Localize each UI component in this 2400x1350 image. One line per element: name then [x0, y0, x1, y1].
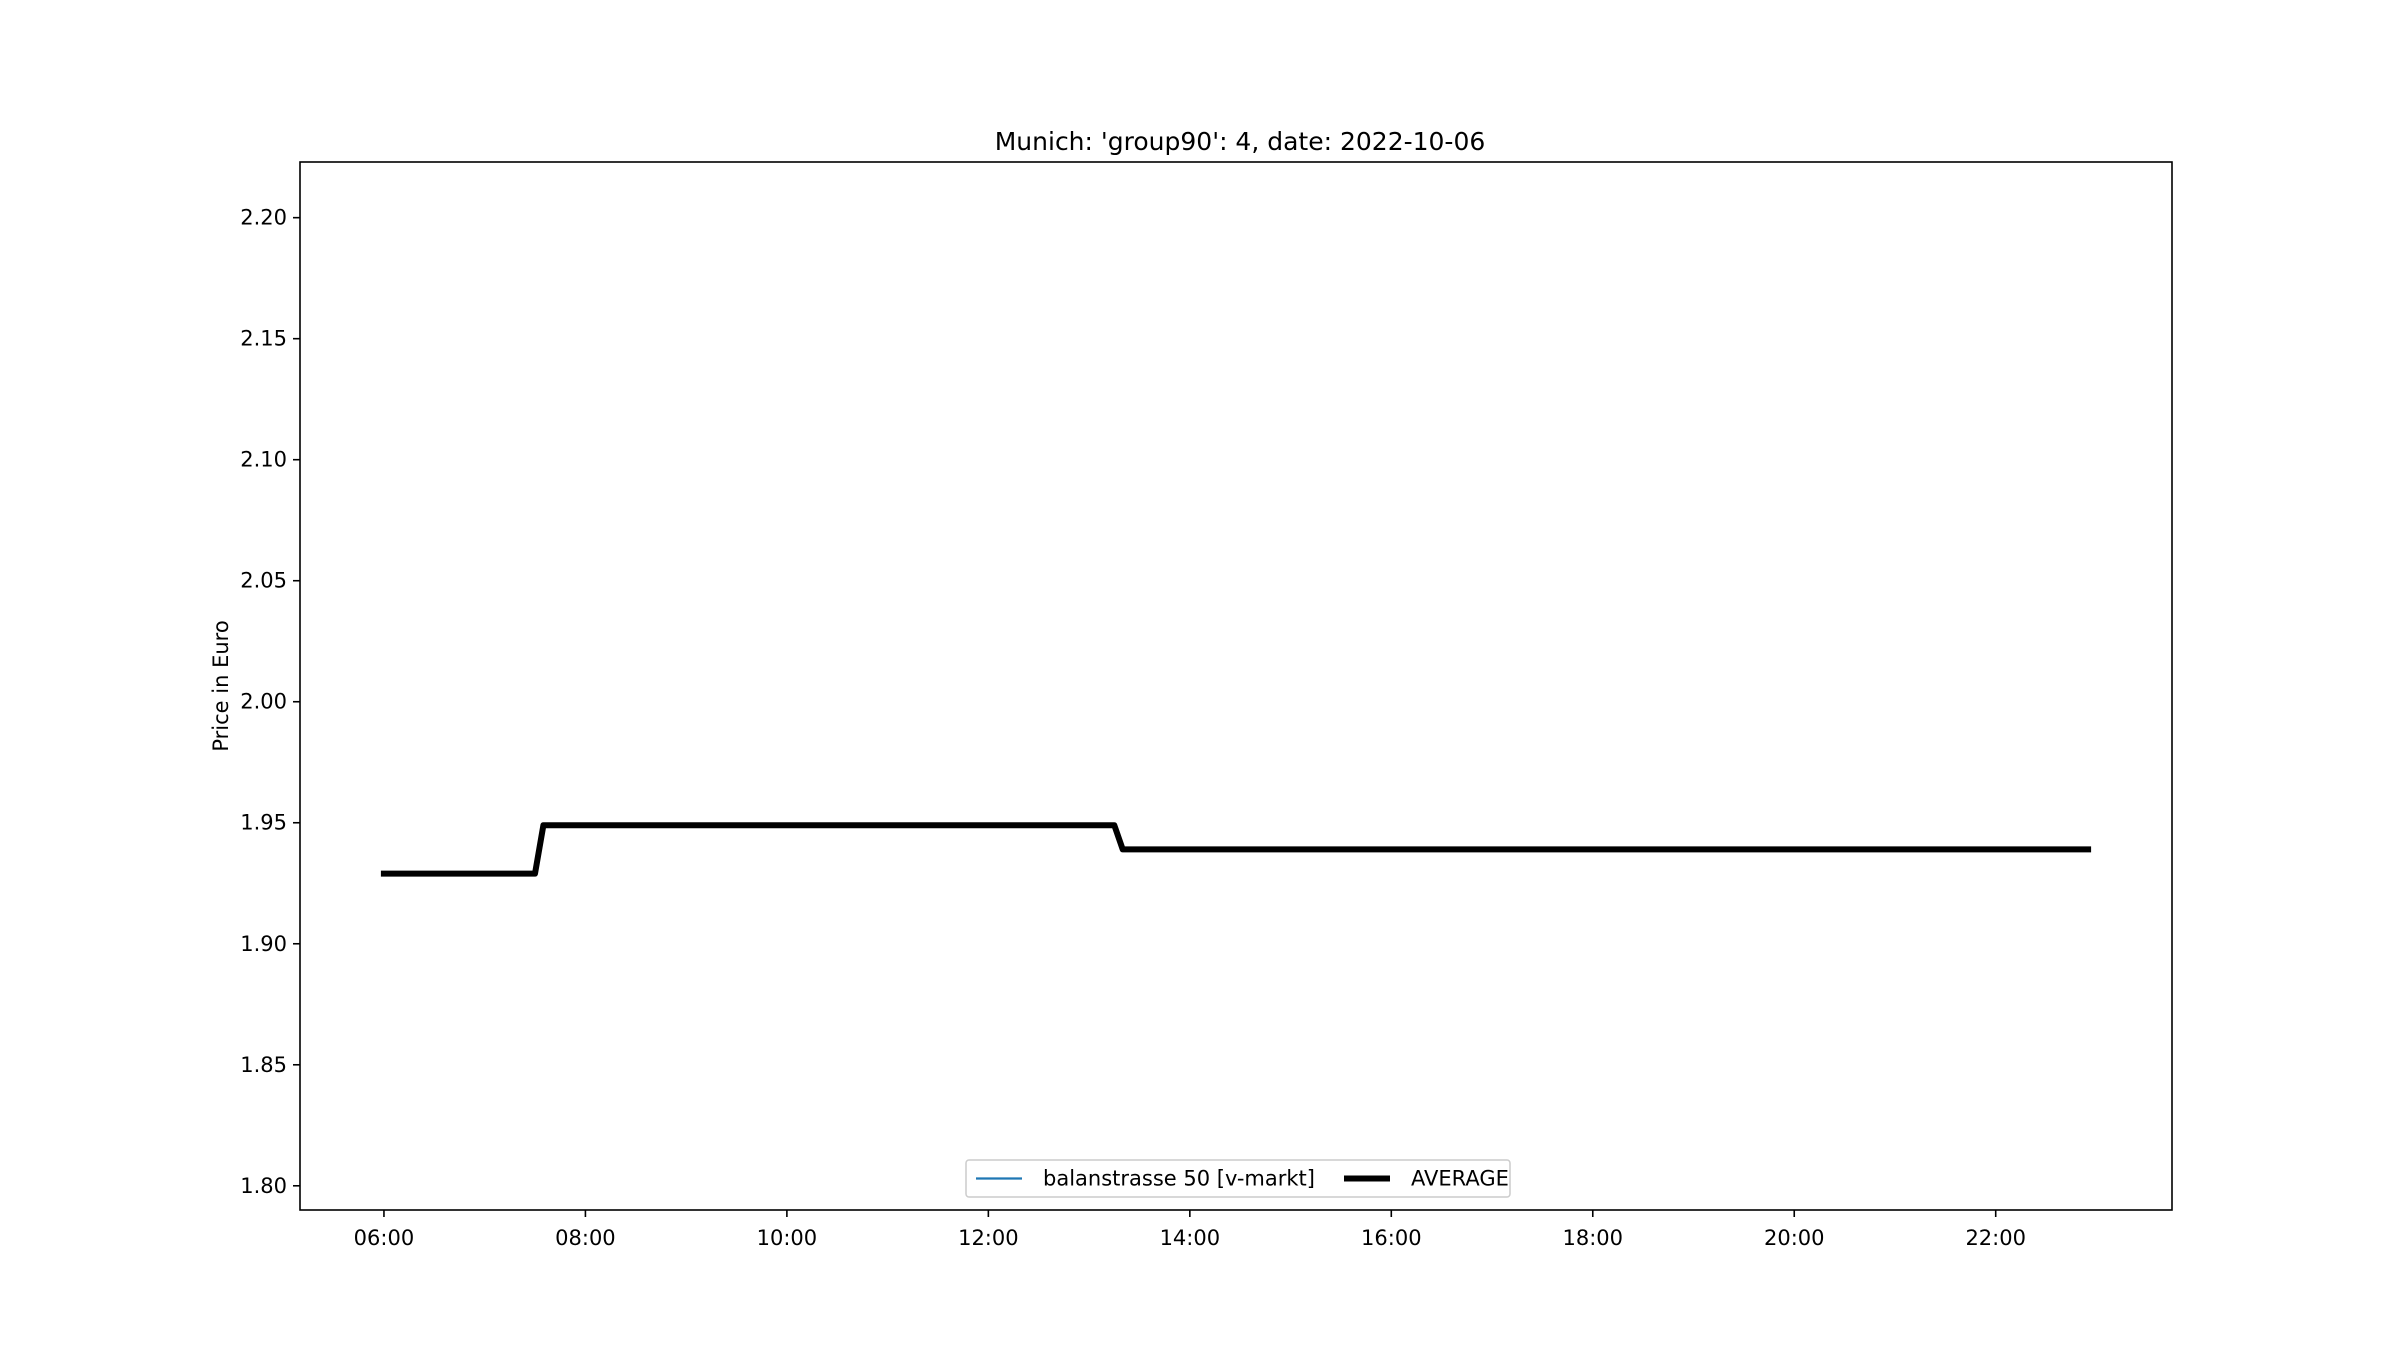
y-tick-label: 1.80: [240, 1174, 287, 1198]
y-axis-label: Price in Euro: [209, 620, 233, 751]
y-tick-label: 2.10: [240, 448, 287, 472]
y-tick-label: 1.85: [240, 1053, 287, 1077]
plot-frame: [299, 161, 2173, 1211]
x-tick-label: 16:00: [1361, 1226, 1422, 1250]
y-tick-label: 2.15: [240, 327, 287, 351]
y-tick-label: 2.00: [240, 690, 287, 714]
average-series-line: [380, 822, 2092, 877]
y-axis: 1.80 1.85 1.90 1.95 2.00 2.05 2.10 2.15 2.20: [240, 206, 300, 1198]
x-tick-label: 14:00: [1160, 1226, 1221, 1250]
y-tick-label: 1.95: [240, 811, 287, 835]
x-tick-label: 20:00: [1764, 1226, 1825, 1250]
series-layer: [380, 822, 2092, 877]
y-tick-label: 2.05: [240, 569, 287, 593]
x-axis: 06:00 08:00 10:00 12:00 14:00 16:00 18:00 20:00…: [354, 1210, 2026, 1250]
y-tick-label: 2.20: [240, 206, 287, 230]
legend-box: [965, 1159, 1511, 1198]
x-tick-label: 18:00: [1563, 1226, 1624, 1250]
legend-label: balanstrasse 50 [v-markt]: [1043, 1167, 1315, 1191]
x-tick-label: 12:00: [958, 1226, 1019, 1250]
legend: balanstrasse 50 [v-markt] AVERAGE: [965, 1159, 1511, 1198]
x-tick-label: 08:00: [555, 1226, 616, 1250]
chart-title: Munich: 'group90': 4, date: 2022-10-06: [995, 127, 1486, 156]
y-tick-label: 1.90: [240, 932, 287, 956]
x-tick-label: 10:00: [757, 1226, 818, 1250]
x-tick-label: 06:00: [354, 1226, 415, 1250]
legend-label: AVERAGE: [1411, 1167, 1509, 1191]
x-tick-label: 22:00: [1965, 1226, 2026, 1250]
